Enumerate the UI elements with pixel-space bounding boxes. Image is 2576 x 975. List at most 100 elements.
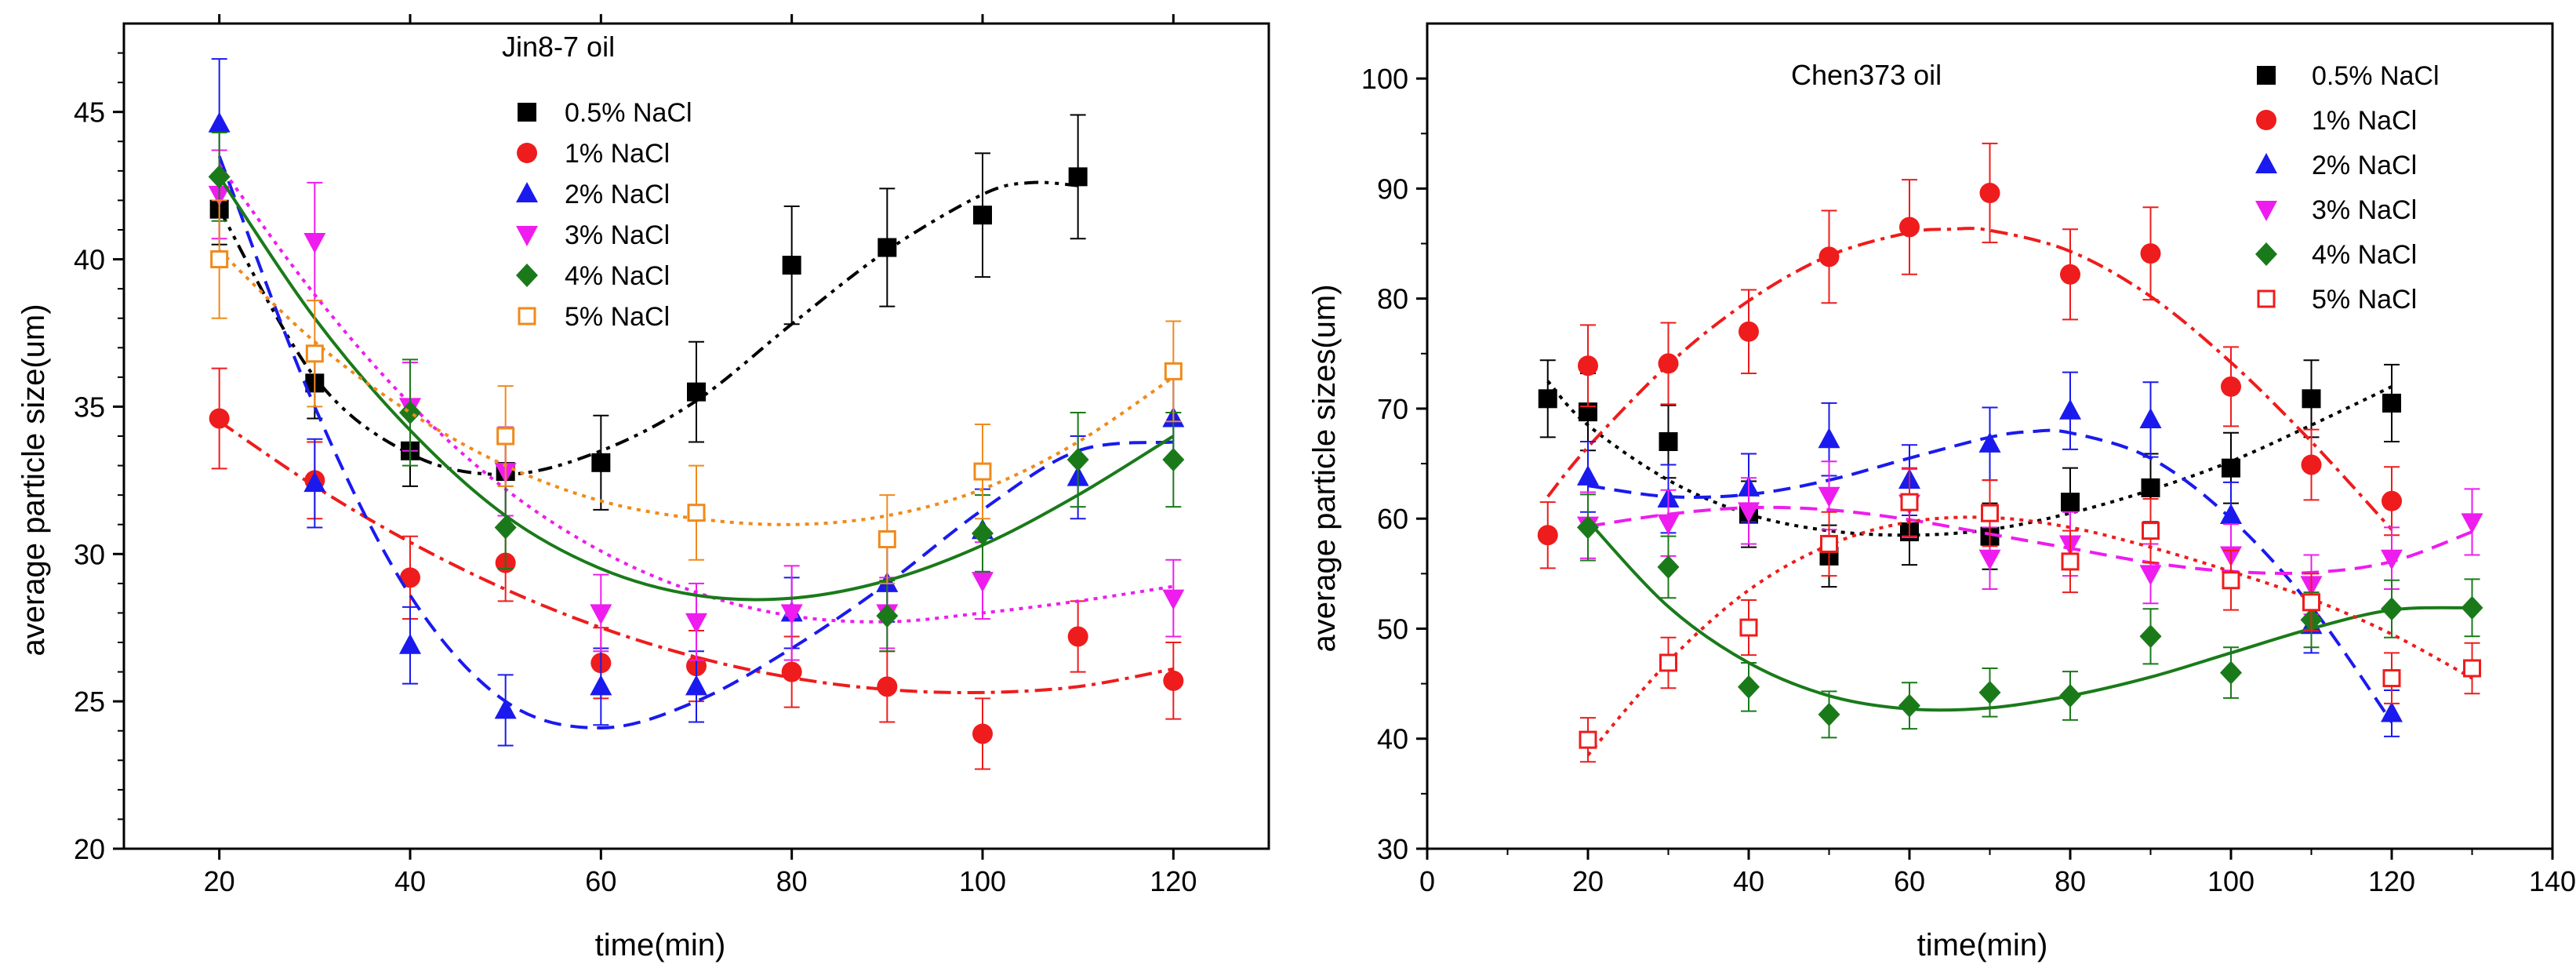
fit-curve [218,420,1174,695]
data-point [591,453,611,472]
data-point [1978,680,2001,704]
data-point [1981,504,1999,522]
legend-label: 4% NaCl [565,261,670,291]
data-point [1578,355,1598,377]
series-4-nacl [208,132,1185,653]
data-point [496,427,515,446]
data-point [1898,693,1920,718]
y-tick-label: 45 [74,96,105,129]
legend-marker [2255,201,2277,221]
fit-curve [1546,227,2393,531]
data-point [973,462,992,481]
data-point [494,698,517,719]
data-point [2461,595,2483,620]
series-1-nacl [1537,142,2402,569]
x-tick-label: 60 [585,865,616,897]
legend-marker [2257,289,2276,308]
data-point [687,504,706,522]
data-point [494,515,517,540]
legend-marker [2256,110,2276,130]
fit-curve [217,180,1078,476]
x-tick-label: 40 [1733,865,1764,897]
series-5-nacl [210,199,1183,584]
data-point [1978,549,2001,570]
data-point [1068,167,1088,187]
y-tick-label: 35 [74,391,105,423]
data-point [209,408,230,429]
data-point [2140,243,2161,264]
data-point [2381,597,2403,621]
data-point [1163,670,1184,691]
data-point [972,572,994,593]
data-point [2222,458,2240,478]
data-point [876,604,899,628]
data-point [2139,565,2162,586]
fit-curve [218,164,1174,624]
fit-curve [1586,515,2473,757]
legend-marker [516,264,538,287]
data-point [2059,398,2081,420]
data-point [1067,626,1088,647]
data-point [1538,389,1557,409]
data-point [972,521,994,545]
data-point [1738,675,1760,699]
x-tick-label: 40 [394,865,426,897]
data-point [2302,593,2320,612]
data-point [2382,490,2402,511]
data-point [303,233,326,254]
x-tick-label: 100 [959,865,1006,897]
legend-marker [516,226,538,246]
data-point [877,238,897,257]
data-point [877,530,896,548]
data-point [1657,555,1680,579]
data-point [2060,264,2080,285]
y-tick-label: 25 [74,686,105,718]
legend-label: 3% NaCl [2312,195,2417,225]
y-tick-label: 100 [1361,63,1408,95]
legend-marker [518,103,536,122]
x-tick-label: 120 [2368,865,2415,897]
legend-label: 0.5% NaCl [2312,61,2440,91]
data-point [1577,464,1599,486]
data-point [2382,669,2401,688]
data-point [1818,427,1840,449]
y-tick-label: 40 [74,244,105,276]
data-point [1739,618,1758,637]
x-tick-label: 80 [2055,865,2086,897]
data-point [2463,659,2481,678]
legend-label: 5% NaCl [565,302,670,332]
data-point [2141,478,2160,497]
legend-label: 4% NaCl [2312,240,2417,270]
y-tick-label: 90 [1377,173,1408,205]
data-point [1738,502,1760,523]
legend-label: 5% NaCl [2312,285,2417,315]
data-point [2381,701,2403,722]
data-point [305,344,324,363]
fit-curve [218,176,1175,602]
data-point [2061,493,2080,512]
legend-label: 2% NaCl [565,180,670,209]
legend-marker [2255,242,2277,266]
data-point [399,400,421,424]
data-point [1659,432,1678,452]
data-point [1162,589,1185,610]
data-point [780,604,803,625]
legend-marker [2257,66,2276,85]
y-tick-label: 70 [1377,393,1408,425]
data-point [2381,549,2403,570]
data-point [2221,376,2241,397]
data-point [973,206,992,225]
data-point [2302,389,2321,409]
x-axis-label: time(min) [1917,928,2048,962]
legend-marker [516,182,538,202]
fit-curve [217,155,1174,729]
legend-label: 3% NaCl [565,220,670,250]
data-point [303,471,326,493]
data-point [1818,486,1840,508]
x-tick-label: 0 [1419,865,1435,897]
data-point [1818,702,1840,726]
data-point [2222,571,2240,590]
fit-curve [1586,519,2472,712]
data-point [1979,183,2000,204]
data-point [2059,684,2081,708]
